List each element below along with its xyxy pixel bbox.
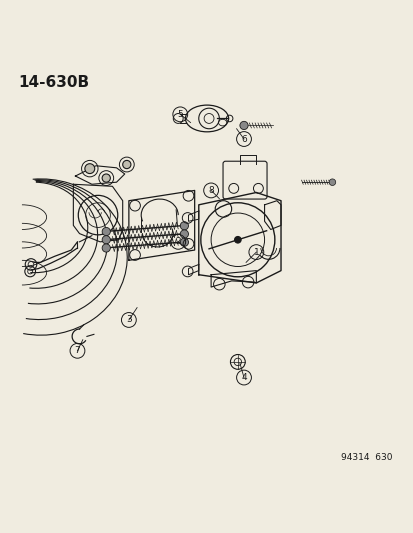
- Circle shape: [102, 174, 110, 182]
- Circle shape: [102, 236, 110, 244]
- Circle shape: [102, 228, 110, 236]
- Text: 5: 5: [177, 110, 183, 119]
- Text: 14-630B: 14-630B: [18, 75, 89, 90]
- Circle shape: [180, 238, 188, 246]
- Circle shape: [85, 164, 95, 174]
- Text: 2: 2: [175, 237, 180, 246]
- Text: 1: 1: [253, 248, 259, 256]
- Circle shape: [180, 230, 188, 238]
- Circle shape: [328, 179, 335, 185]
- Circle shape: [239, 122, 247, 130]
- Text: 8: 8: [208, 186, 214, 195]
- Circle shape: [122, 160, 131, 168]
- Circle shape: [102, 244, 110, 252]
- Text: 7: 7: [74, 346, 80, 356]
- Text: 4: 4: [241, 373, 246, 382]
- Circle shape: [180, 222, 188, 230]
- Text: 6: 6: [240, 134, 246, 143]
- Circle shape: [234, 237, 240, 243]
- Text: 94314  630: 94314 630: [340, 453, 391, 462]
- Text: 3: 3: [126, 316, 131, 325]
